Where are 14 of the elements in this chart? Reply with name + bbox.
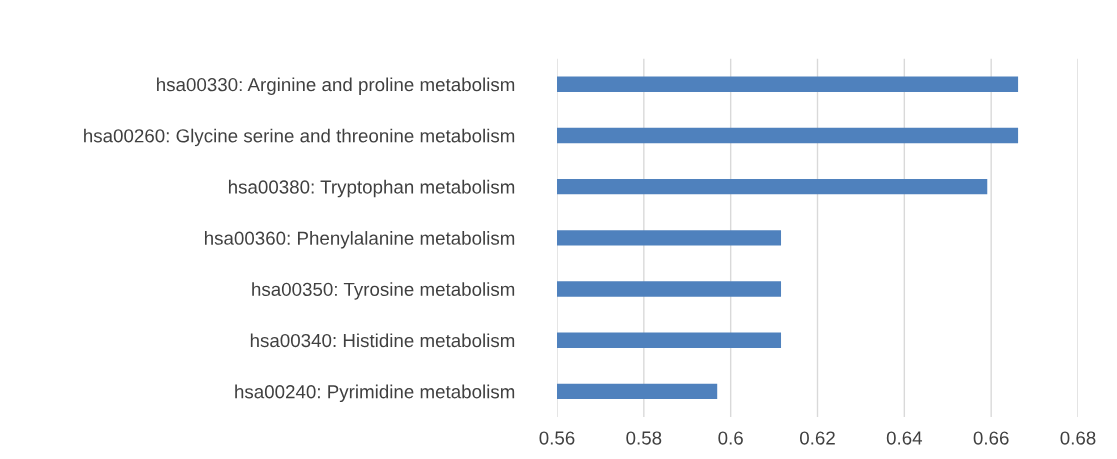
y-tick-label: hsa00360: Phenylalanine metabolism (204, 231, 515, 249)
x-tick-label: 0.66 (973, 431, 1009, 445)
x-tick-label: 0.56 (539, 431, 575, 445)
y-tick-label: hsa00350: Tyrosine metabolism (252, 282, 515, 300)
x-tick-label: 0.68 (1060, 431, 1096, 445)
x-tick-label: 0.64 (886, 431, 923, 445)
y-tick-label: hsa00380: Tryptophan metabolism (228, 179, 515, 198)
y-tick-label: hsa00260: Glycine serine and threonine metabolism (84, 128, 515, 147)
x-tick-label: 0.6 (718, 431, 743, 445)
y-tick-label: hsa00330: Arginine and proline metabolism (157, 77, 515, 95)
y-tick-label: hsa00340: Histidine metabolism (250, 333, 515, 348)
x-tick-label: 0.58 (626, 431, 662, 445)
x-tick-label: 0.62 (799, 431, 835, 445)
y-tick-label: hsa00240: Pyrimidine metabolism (235, 384, 515, 403)
